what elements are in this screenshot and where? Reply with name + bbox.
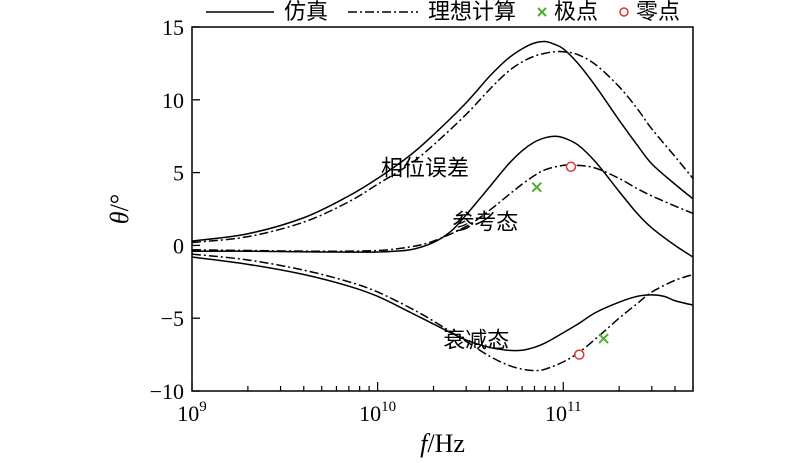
- marker-layer: [531, 161, 609, 360]
- legend-item: 极点: [537, 0, 598, 25]
- axis-labels: f/Hz θ/°: [105, 194, 465, 458]
- y-tick-label: 10: [162, 88, 184, 113]
- reference-state-ideal-line: [191, 164, 694, 252]
- x-tick-label: 1010: [359, 399, 396, 426]
- y-tick-label: −5: [161, 306, 184, 331]
- pole-marker: [531, 181, 542, 193]
- phase-error-label: 相位误差: [381, 157, 469, 182]
- legend-label: 极点: [554, 0, 598, 25]
- y-tick-label: 5: [173, 161, 184, 186]
- attenuation-state-simulation-line: [191, 256, 694, 352]
- legend-label: 理想计算: [428, 0, 516, 25]
- y-tick-label: −10: [150, 379, 184, 404]
- y-axis-label: θ/°: [105, 194, 134, 224]
- phase-error-simulation-line: [191, 40, 694, 242]
- series-layer: [191, 40, 694, 372]
- zero-marker: [574, 349, 585, 360]
- x-tick-label: 1011: [545, 399, 581, 426]
- axis-ticks: −10 −5 0 5 10 15 109 1010 1011: [150, 15, 694, 426]
- attenuation-state-label: 衰减态: [443, 328, 509, 353]
- legend-label: 仿真: [284, 0, 328, 25]
- y-tick-label: 0: [173, 233, 184, 258]
- legend-item: 仿真: [206, 0, 328, 25]
- legend-label: 零点: [636, 0, 680, 25]
- legend: 仿真 理想计算 极点 零点: [206, 0, 680, 25]
- legend-zero-swatch: [619, 7, 629, 17]
- x-axis-label: f/Hz: [420, 429, 465, 458]
- reference-state-simulation-line: [191, 135, 694, 258]
- zero-marker: [565, 161, 577, 173]
- phase-error-ideal-line: [191, 50, 694, 244]
- x-tick-label: 109: [177, 399, 207, 426]
- pole-marker: [598, 333, 609, 344]
- legend-item: 零点: [619, 0, 680, 25]
- plot-frame: [191, 26, 694, 392]
- y-tick-label: 15: [162, 15, 184, 40]
- reference-state-label: 参考态: [452, 210, 518, 235]
- legend-item: 理想计算: [348, 0, 516, 25]
